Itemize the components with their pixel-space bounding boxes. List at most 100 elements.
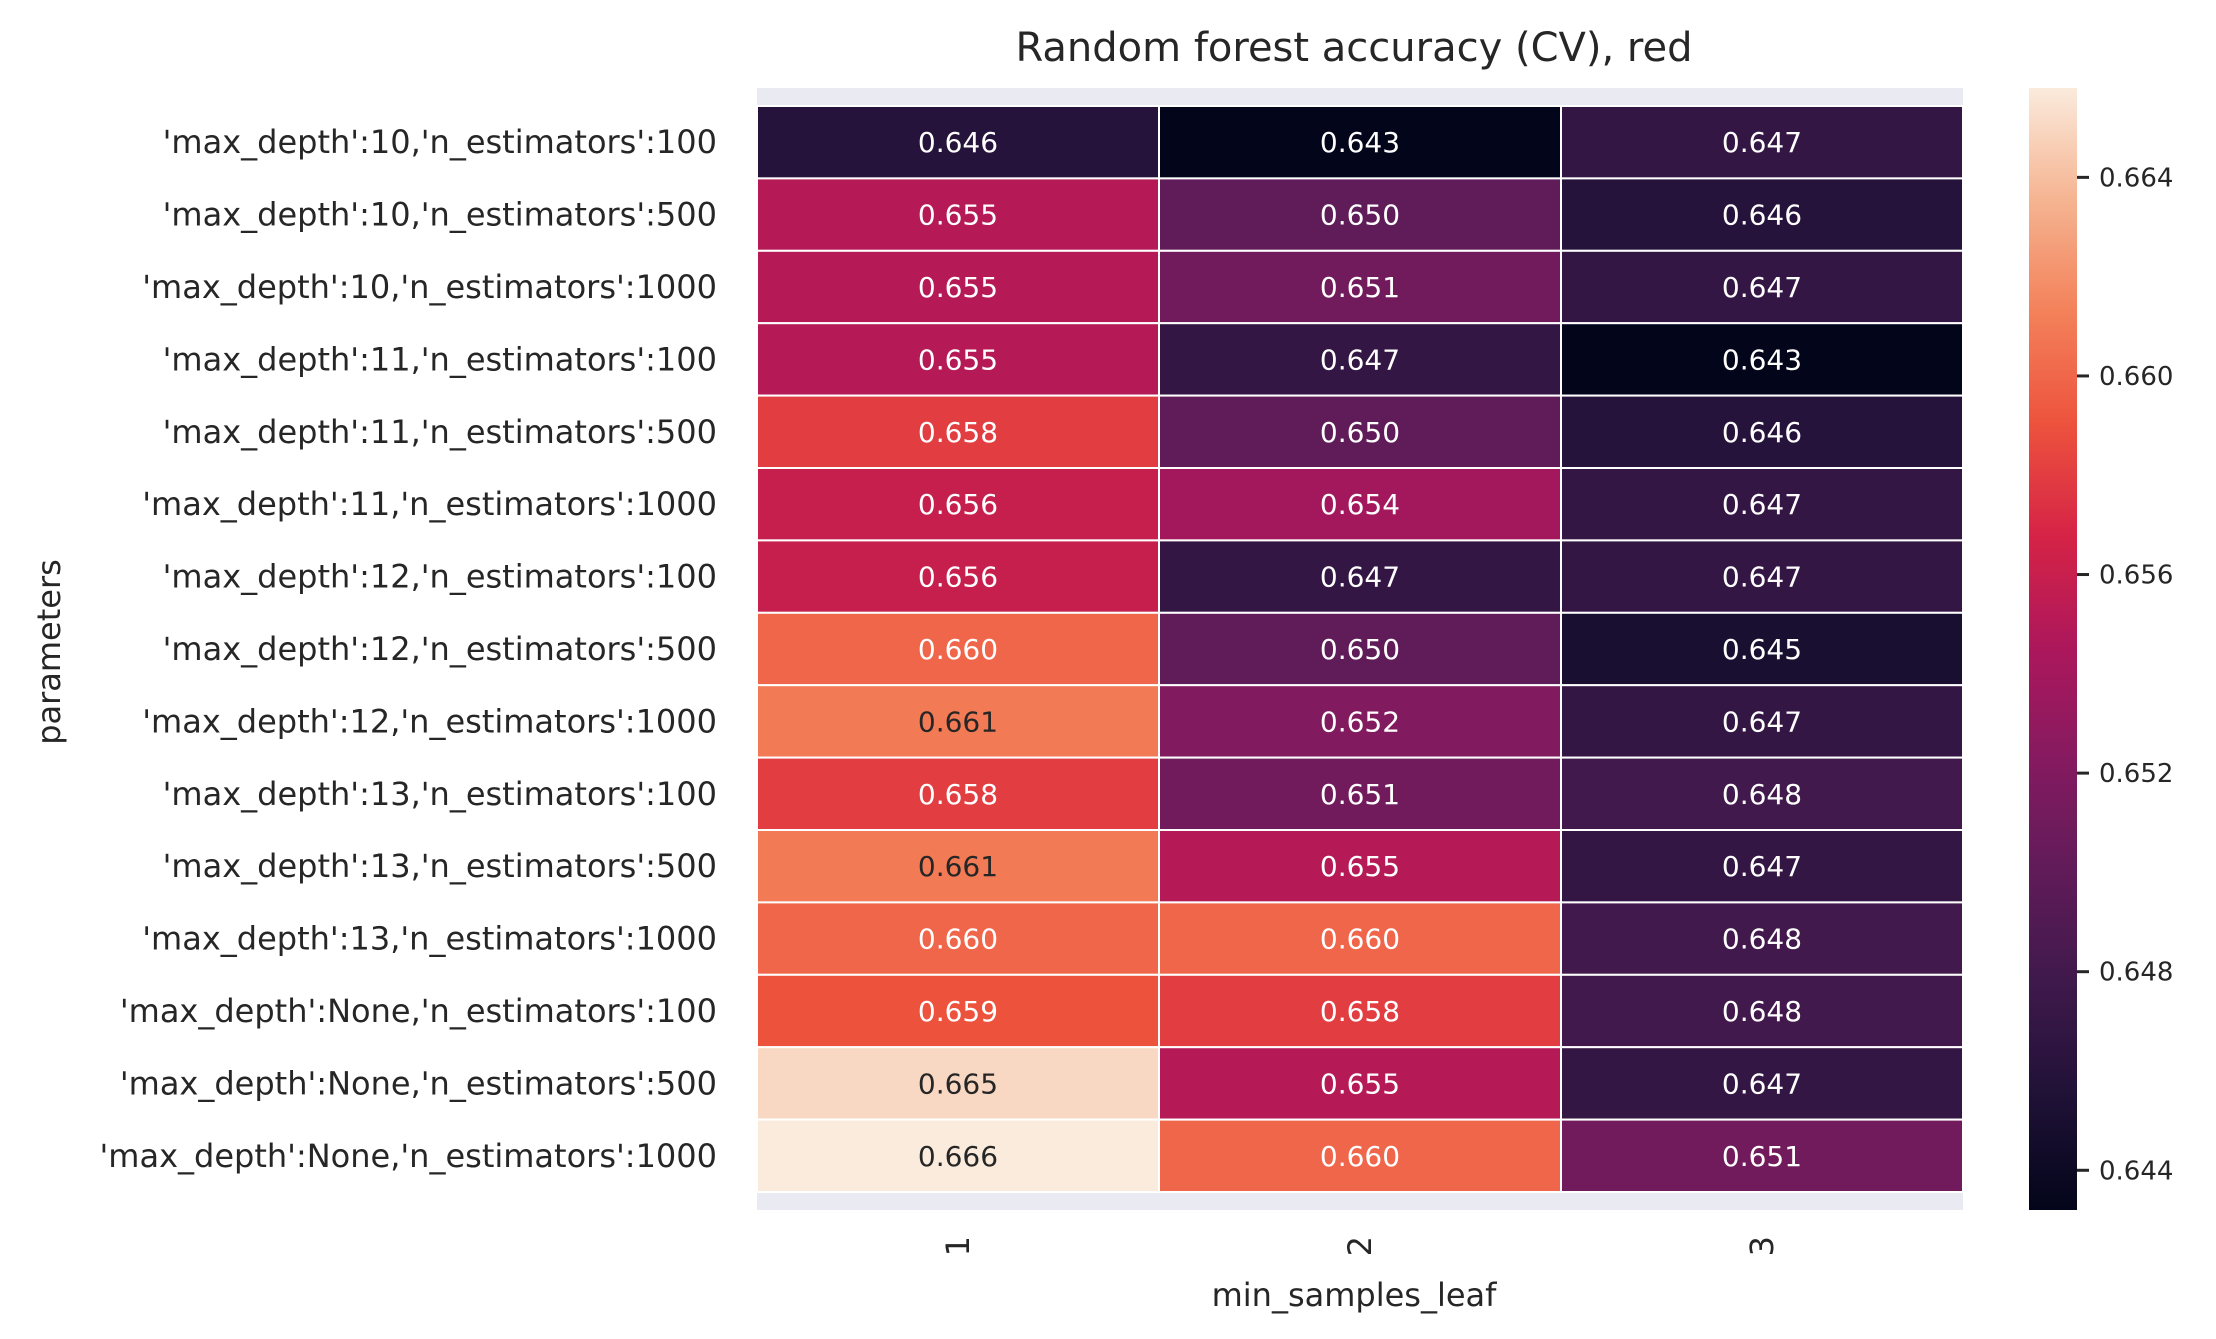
y-tick-label: 'max_depth':11,'n_estimators':1000	[142, 485, 717, 523]
heatmap-cell	[1560, 756, 1964, 831]
y-tick-label: 'max_depth':10,'n_estimators':500	[163, 196, 717, 234]
x-tick-label: 3	[1743, 1236, 1781, 1256]
cell-value-label: 0.661	[918, 705, 998, 738]
cell-value-label: 0.656	[918, 488, 998, 521]
y-tick-label: 'max_depth':None,'n_estimators':500	[120, 1064, 717, 1102]
cell-value-label: 0.650	[1320, 199, 1400, 232]
heatmap-cell	[1560, 394, 1964, 470]
heatmap-cell	[1158, 901, 1562, 976]
cell-value-label: 0.647	[1320, 561, 1400, 594]
heatmap-cell	[756, 322, 1160, 397]
cell-value-label: 0.660	[918, 633, 998, 666]
y-tick-label: 'max_depth':11,'n_estimators':100	[163, 340, 717, 378]
colorbar-tick-label: 0.652	[2099, 759, 2173, 789]
heatmap-cell	[756, 611, 1160, 687]
cell-value-label: 0.655	[1320, 850, 1400, 883]
heatmap-cell	[756, 829, 1160, 904]
heatmap-cell	[1560, 1118, 1964, 1193]
colorbar-tick-label: 0.660	[2099, 362, 2173, 392]
heatmap-cell	[756, 249, 1160, 325]
colorbar-tick-label: 0.664	[2099, 163, 2173, 193]
cell-value-label: 0.646	[1722, 416, 1802, 449]
cell-value-label: 0.655	[1320, 1067, 1400, 1100]
cell-value-label: 0.661	[918, 850, 998, 883]
colorbar-tick-label: 0.648	[2099, 958, 2173, 988]
cell-value-label: 0.659	[918, 995, 998, 1028]
cell-value-label: 0.652	[1320, 705, 1400, 738]
heatmap-cell	[1158, 467, 1562, 542]
cell-value-label: 0.658	[918, 778, 998, 811]
heatmap-cell	[1158, 611, 1562, 687]
heatmap-cell	[1560, 105, 1964, 180]
y-tick-label: 'max_depth':12,'n_estimators':500	[163, 630, 717, 668]
heatmap-cell	[1560, 611, 1964, 687]
cell-value-label: 0.655	[918, 271, 998, 304]
heatmap-cell	[1560, 539, 1964, 614]
heatmap-cell	[756, 467, 1160, 542]
y-tick-label: 'max_depth':13,'n_estimators':1000	[142, 920, 717, 958]
plot-area: 0.646 0.643 0.647 0.655 0.650 0.646 0.655 0.651…	[99, 88, 1964, 1256]
x-tick-label: 2	[1341, 1236, 1379, 1256]
heatmap-cell	[1560, 322, 1964, 397]
cell-value-label: 0.647	[1722, 705, 1802, 738]
cell-value-label: 0.647	[1722, 126, 1802, 159]
cell-value-label: 0.650	[1320, 633, 1400, 666]
heatmap-cell	[756, 684, 1160, 759]
cell-value-label: 0.655	[918, 199, 998, 232]
cell-value-label: 0.666	[918, 1140, 998, 1173]
cell-value-label: 0.647	[1722, 271, 1802, 304]
cell-value-label: 0.654	[1320, 488, 1400, 521]
y-tick-label: 'max_depth':None,'n_estimators':100	[120, 992, 717, 1030]
heatmap-cell	[1560, 1046, 1964, 1121]
cell-value-label: 0.650	[1320, 416, 1400, 449]
heatmap-cell	[1158, 684, 1562, 759]
y-tick-label: 'max_depth':12,'n_estimators':100	[163, 558, 717, 596]
y-tick-label: 'max_depth':12,'n_estimators':1000	[142, 702, 717, 740]
cell-value-label: 0.655	[918, 343, 998, 376]
heatmap-cell	[1158, 973, 1562, 1049]
cell-value-label: 0.665	[918, 1067, 998, 1100]
y-axis-label: parameters	[30, 559, 68, 745]
cell-value-label: 0.660	[1320, 1140, 1400, 1173]
cell-value-label: 0.651	[1722, 1140, 1802, 1173]
colorbar-tick-label: 0.656	[2099, 561, 2173, 591]
colorbar-gradient	[2029, 88, 2077, 1210]
cell-value-label: 0.658	[1320, 995, 1400, 1028]
y-tick-label: 'max_depth':11,'n_estimators':500	[163, 413, 717, 451]
heatmap-cell	[756, 539, 1160, 614]
heatmap-cell	[756, 105, 1160, 180]
y-tick-label: 'max_depth':13,'n_estimators':100	[163, 775, 717, 813]
cell-value-label: 0.658	[918, 416, 998, 449]
cell-value-label: 0.646	[918, 126, 998, 159]
cell-value-label: 0.656	[918, 561, 998, 594]
cell-value-label: 0.647	[1320, 343, 1400, 376]
heatmap-cell	[1158, 1046, 1562, 1121]
cell-value-label: 0.643	[1320, 126, 1400, 159]
x-tick-label: 1	[939, 1236, 977, 1256]
cell-value-label: 0.647	[1722, 561, 1802, 594]
heatmap-cell	[1560, 901, 1964, 976]
heatmap-cell	[1158, 756, 1562, 831]
cell-value-label: 0.660	[918, 923, 998, 956]
heatmap-cell	[1158, 105, 1562, 180]
x-axis-label: min_samples_leaf	[1212, 1276, 1498, 1314]
cell-value-label: 0.647	[1722, 1067, 1802, 1100]
heatmap-cell	[756, 1118, 1160, 1193]
cell-value-label: 0.645	[1722, 633, 1802, 666]
colorbar: 0.644 0.648 0.652 0.656 0.660 0.664	[2029, 88, 2173, 1210]
heatmap-cell	[1158, 249, 1562, 325]
heatmap-cell	[1560, 973, 1964, 1049]
cell-value-label: 0.646	[1722, 199, 1802, 232]
y-tick-label: 'max_depth':10,'n_estimators':100	[163, 123, 717, 161]
cell-value-label: 0.651	[1320, 271, 1400, 304]
heatmap-cell	[756, 394, 1160, 470]
cell-value-label: 0.648	[1722, 778, 1802, 811]
y-tick-label: 'max_depth':None,'n_estimators':1000	[99, 1137, 717, 1175]
heatmap-cell	[1158, 1118, 1562, 1193]
y-tick-label: 'max_depth':13,'n_estimators':500	[163, 847, 717, 885]
heatmap-cell	[1560, 249, 1964, 325]
chart-title: Random forest accuracy (CV), red	[1016, 25, 1693, 71]
colorbar-tick-label: 0.644	[2099, 1156, 2173, 1186]
